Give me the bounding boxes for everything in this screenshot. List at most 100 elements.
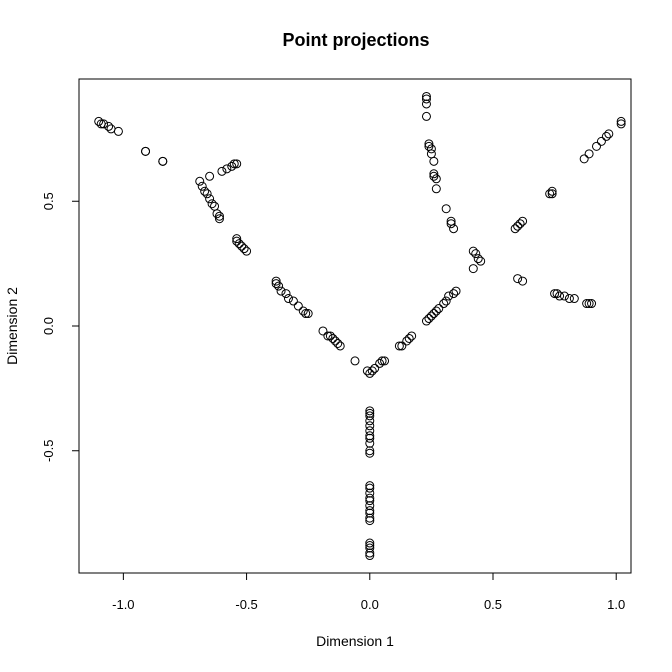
data-point — [518, 276, 528, 286]
data-point — [365, 516, 375, 526]
data-point — [365, 433, 375, 443]
data-point — [365, 408, 375, 418]
data-point — [365, 543, 375, 553]
data-points — [94, 91, 626, 561]
data-point — [518, 216, 528, 226]
data-point — [424, 314, 434, 324]
data-point — [283, 294, 293, 304]
data-point — [375, 358, 385, 368]
data-point — [281, 289, 291, 299]
data-point — [426, 149, 436, 159]
data-point — [468, 264, 478, 274]
data-point — [303, 309, 313, 319]
data-point — [449, 224, 459, 234]
data-point — [214, 214, 224, 224]
data-point — [365, 506, 375, 516]
data-point — [365, 496, 375, 506]
data-point — [365, 488, 375, 498]
data-point — [555, 291, 565, 301]
data-point — [229, 159, 239, 169]
data-point — [350, 356, 360, 366]
data-point — [468, 246, 478, 256]
data-point — [429, 169, 439, 179]
data-point — [515, 219, 525, 229]
data-point — [421, 94, 431, 104]
data-point — [559, 291, 569, 301]
data-point — [276, 286, 286, 296]
data-point — [365, 493, 375, 503]
data-point — [431, 306, 441, 316]
data-point — [202, 189, 212, 199]
data-point — [446, 219, 456, 229]
data-point — [431, 174, 441, 184]
data-point — [365, 446, 375, 456]
data-point — [550, 289, 560, 299]
data-point — [217, 166, 227, 176]
data-point — [365, 406, 375, 416]
data-point — [365, 431, 375, 441]
data-point — [104, 121, 114, 131]
data-point — [380, 356, 390, 366]
data-point — [237, 241, 247, 251]
data-point — [397, 341, 407, 351]
y-tick-label: 0.5 — [41, 192, 56, 210]
data-point — [434, 304, 444, 314]
x-tick-label: -1.0 — [112, 597, 134, 612]
data-point — [404, 333, 414, 343]
data-point — [473, 254, 483, 264]
data-point — [365, 513, 375, 523]
data-point — [99, 119, 109, 129]
data-point — [616, 116, 626, 126]
data-point — [158, 156, 168, 166]
data-point — [197, 181, 207, 191]
y-tick-label: 0.0 — [41, 317, 56, 335]
data-point — [274, 281, 284, 291]
data-point — [601, 131, 611, 141]
data-point — [476, 256, 486, 266]
data-point — [232, 234, 242, 244]
data-point — [547, 186, 557, 196]
data-point — [365, 538, 375, 548]
data-point — [200, 186, 210, 196]
data-point — [365, 416, 375, 426]
data-point — [232, 236, 242, 246]
data-point — [587, 299, 597, 309]
data-point — [579, 154, 589, 164]
data-point — [365, 426, 375, 436]
data-point — [394, 341, 404, 351]
data-point — [227, 161, 237, 171]
data-point — [333, 338, 343, 348]
data-point — [365, 438, 375, 448]
x-tick-label: 1.0 — [607, 597, 625, 612]
data-point — [328, 333, 338, 343]
data-point — [421, 111, 431, 121]
y-axis: -0.5 0.0 0.5 — [41, 192, 79, 462]
data-point — [402, 336, 412, 346]
data-point — [365, 551, 375, 561]
data-point — [510, 224, 520, 234]
data-point — [449, 289, 459, 299]
data-point — [616, 119, 626, 129]
data-point — [323, 331, 333, 341]
x-tick-label: 0.0 — [361, 597, 379, 612]
data-point — [141, 146, 151, 156]
data-point — [429, 309, 439, 319]
data-point — [293, 301, 303, 311]
data-point — [365, 421, 375, 431]
data-point — [234, 239, 244, 249]
data-point — [592, 141, 601, 151]
data-point — [582, 299, 592, 309]
data-point — [365, 481, 375, 491]
data-point — [429, 156, 439, 166]
data-point — [239, 244, 249, 254]
data-point — [451, 286, 461, 296]
data-point — [426, 311, 436, 321]
data-point — [365, 483, 375, 493]
data-point — [513, 274, 523, 284]
data-point — [365, 368, 375, 378]
data-point — [271, 276, 281, 286]
data-point — [547, 189, 557, 199]
data-point — [439, 299, 449, 309]
data-point — [426, 144, 436, 154]
data-point — [429, 171, 439, 181]
